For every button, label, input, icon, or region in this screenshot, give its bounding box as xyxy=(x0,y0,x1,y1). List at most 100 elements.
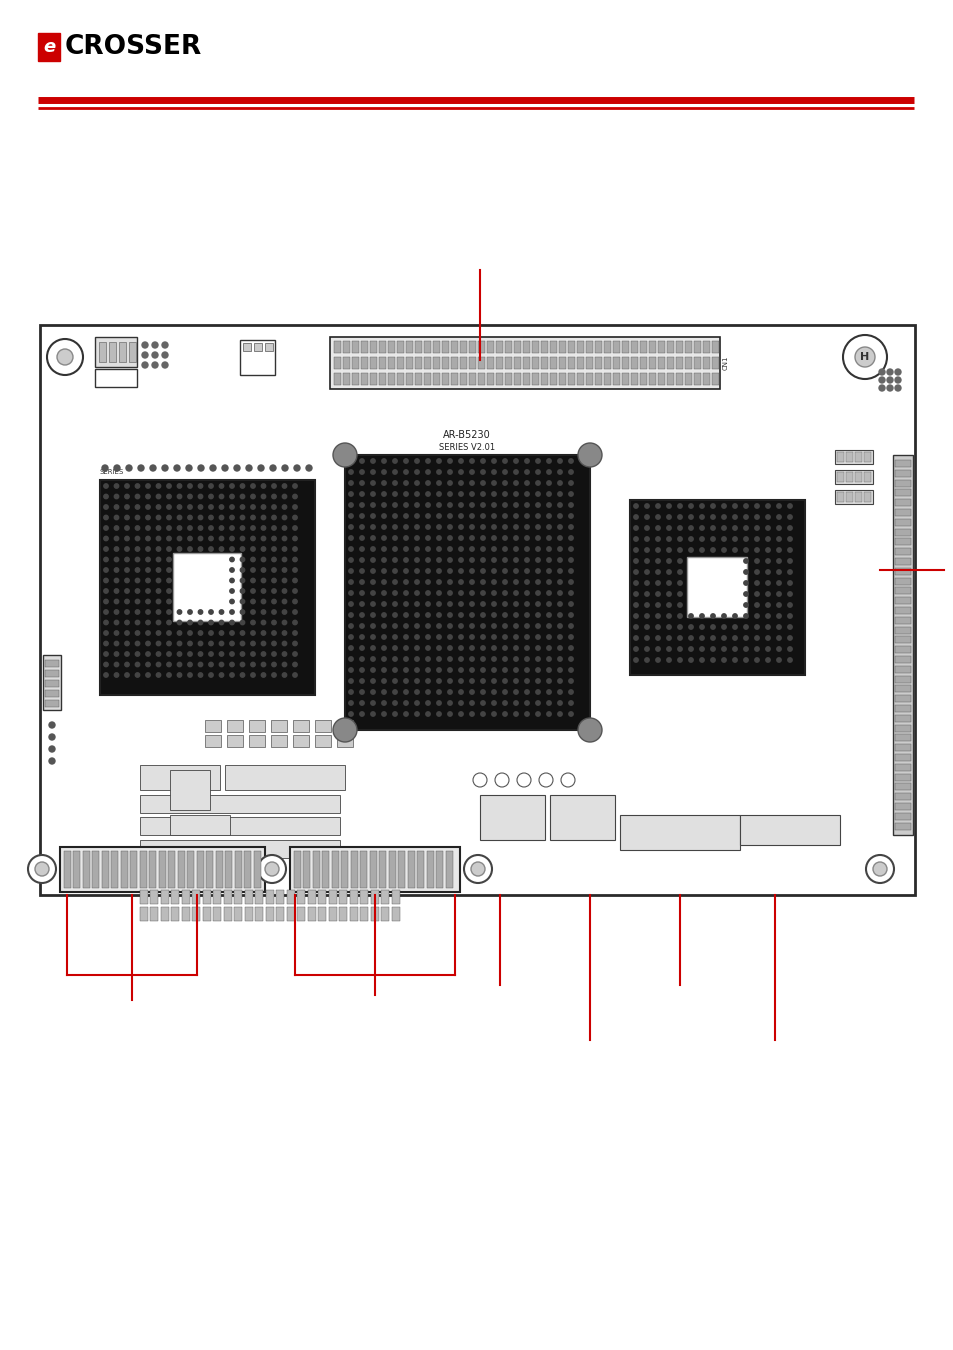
Circle shape xyxy=(188,505,192,509)
Circle shape xyxy=(135,663,139,667)
Bar xyxy=(684,342,691,352)
Bar xyxy=(711,356,719,369)
Circle shape xyxy=(188,516,192,520)
Circle shape xyxy=(156,641,160,645)
Circle shape xyxy=(125,663,129,667)
Bar xyxy=(684,356,691,369)
Circle shape xyxy=(578,443,601,467)
Circle shape xyxy=(655,603,659,608)
Circle shape xyxy=(644,625,649,629)
Bar xyxy=(894,794,910,801)
Circle shape xyxy=(458,668,463,672)
Circle shape xyxy=(469,711,474,717)
Circle shape xyxy=(251,641,255,645)
Circle shape xyxy=(436,602,440,606)
Circle shape xyxy=(655,625,659,629)
Bar xyxy=(396,373,403,385)
Bar xyxy=(159,850,166,888)
Circle shape xyxy=(754,636,759,640)
Bar xyxy=(894,578,910,585)
Circle shape xyxy=(480,514,485,518)
Circle shape xyxy=(436,701,440,705)
Circle shape xyxy=(293,578,297,583)
Circle shape xyxy=(502,536,507,540)
Circle shape xyxy=(371,613,375,617)
Circle shape xyxy=(251,483,255,489)
Bar xyxy=(60,846,265,892)
Bar xyxy=(894,656,910,663)
Circle shape xyxy=(644,614,649,618)
Circle shape xyxy=(458,491,463,497)
Bar xyxy=(621,373,628,385)
Circle shape xyxy=(677,657,681,663)
Circle shape xyxy=(502,624,507,628)
Circle shape xyxy=(359,634,364,639)
Circle shape xyxy=(473,774,486,787)
Circle shape xyxy=(272,483,276,489)
Circle shape xyxy=(393,602,396,606)
Bar xyxy=(408,850,415,888)
Circle shape xyxy=(447,470,452,474)
Circle shape xyxy=(524,591,529,595)
Circle shape xyxy=(104,505,108,509)
Bar xyxy=(894,822,910,830)
Circle shape xyxy=(114,483,118,489)
Bar xyxy=(378,342,386,352)
Circle shape xyxy=(492,536,496,540)
Circle shape xyxy=(219,516,223,520)
Circle shape xyxy=(371,711,375,717)
Circle shape xyxy=(230,483,233,489)
Circle shape xyxy=(436,525,440,529)
Bar xyxy=(433,342,439,352)
Circle shape xyxy=(568,701,573,705)
Circle shape xyxy=(514,634,517,639)
Circle shape xyxy=(371,514,375,518)
Circle shape xyxy=(142,362,148,369)
Circle shape xyxy=(700,625,703,629)
Text: CN1: CN1 xyxy=(722,356,728,370)
Circle shape xyxy=(349,690,353,694)
Circle shape xyxy=(436,579,440,585)
Circle shape xyxy=(568,668,573,672)
Circle shape xyxy=(568,470,573,474)
Circle shape xyxy=(787,559,791,563)
Bar xyxy=(894,714,910,722)
Circle shape xyxy=(546,668,551,672)
Circle shape xyxy=(125,589,129,593)
Circle shape xyxy=(560,774,575,787)
Circle shape xyxy=(447,579,452,585)
Bar xyxy=(836,491,843,502)
Circle shape xyxy=(282,536,287,541)
Circle shape xyxy=(754,625,759,629)
Circle shape xyxy=(754,559,759,563)
Circle shape xyxy=(776,614,781,618)
Bar xyxy=(550,795,615,840)
Circle shape xyxy=(425,602,430,606)
Circle shape xyxy=(293,505,297,509)
Circle shape xyxy=(371,558,375,562)
Circle shape xyxy=(104,547,108,551)
Circle shape xyxy=(333,718,356,743)
Circle shape xyxy=(655,559,659,563)
Circle shape xyxy=(776,537,781,541)
Circle shape xyxy=(447,690,452,694)
Circle shape xyxy=(150,464,156,471)
Circle shape xyxy=(393,514,396,518)
Bar xyxy=(676,356,682,369)
Circle shape xyxy=(177,536,181,541)
Circle shape xyxy=(546,602,551,606)
Circle shape xyxy=(644,580,649,585)
Circle shape xyxy=(765,525,769,531)
Circle shape xyxy=(765,537,769,541)
Circle shape xyxy=(546,579,551,585)
Circle shape xyxy=(272,494,276,498)
Circle shape xyxy=(349,613,353,617)
Circle shape xyxy=(447,634,452,639)
Circle shape xyxy=(114,525,118,531)
Circle shape xyxy=(787,591,791,597)
Circle shape xyxy=(776,603,781,608)
Circle shape xyxy=(710,525,715,531)
Circle shape xyxy=(146,610,150,614)
Circle shape xyxy=(458,624,463,628)
Circle shape xyxy=(425,491,430,497)
